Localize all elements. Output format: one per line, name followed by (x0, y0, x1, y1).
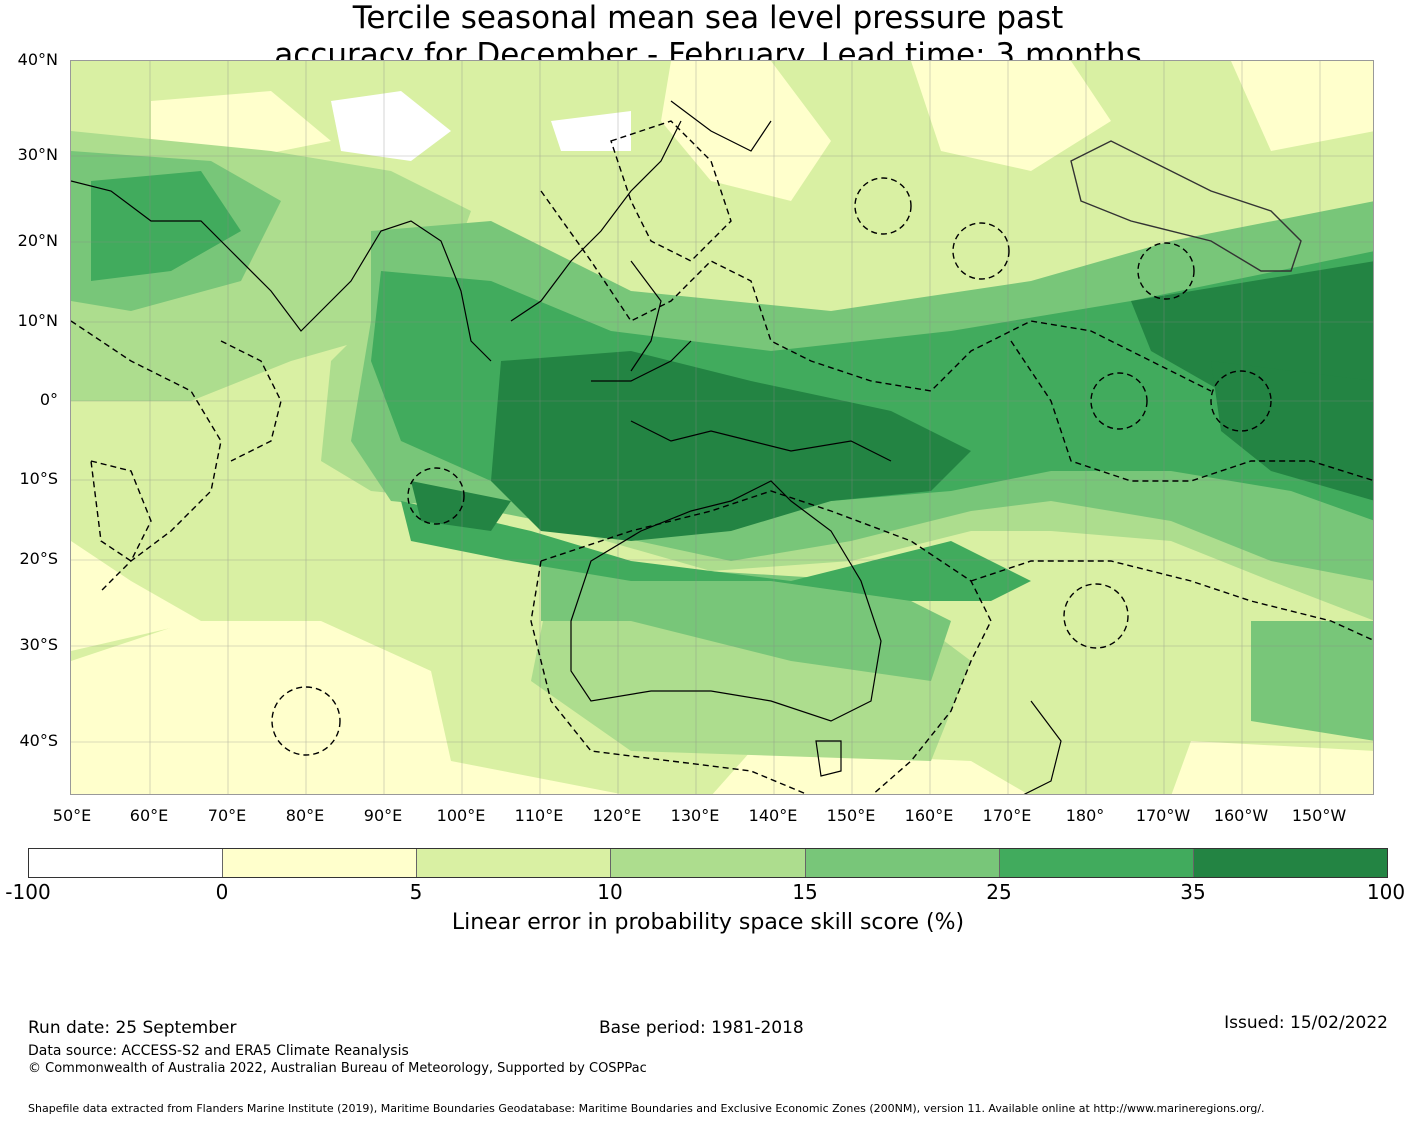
colorbar-tick: 15 (792, 880, 818, 904)
lon-label-170w: 170°W (1135, 806, 1191, 825)
lon-label-100e: 100°E (436, 806, 486, 825)
lon-label-90e: 90°E (363, 806, 403, 825)
data-source: Data source: ACCESS-S2 and ERA5 Climate … (28, 1043, 409, 1059)
map-canvas (71, 61, 1373, 794)
eez-boundaries (71, 120, 1373, 794)
colorbar-swatch (29, 849, 224, 877)
shapefile-credit: Shapefile data extracted from Flanders M… (28, 1102, 1265, 1115)
lon-label-50e: 50°E (52, 806, 92, 825)
base-period: Base period: 1981-2018 (599, 1018, 804, 1038)
lon-label-140e: 140°E (748, 806, 798, 825)
skill-score-map (70, 60, 1374, 795)
lon-label-180: 180° (1065, 806, 1105, 825)
colorbar-swatch (417, 849, 612, 877)
lon-label-160e: 160°E (904, 806, 954, 825)
lon-label-110e: 110°E (514, 806, 564, 825)
colorbar-label: Linear error in probability space skill … (451, 910, 965, 935)
map-title: Tercile seasonal mean sea level pressure… (0, 0, 1416, 74)
issued-date: Issued: 15/02/2022 (1224, 1013, 1388, 1033)
colorbar-swatch (611, 849, 806, 877)
lon-label-150e: 150°E (826, 806, 876, 825)
colorbar-swatch (1193, 849, 1387, 877)
lat-label-10n: 10°N (17, 311, 58, 330)
lon-label-70e: 70°E (207, 806, 247, 825)
lon-label-170e: 170°E (982, 806, 1032, 825)
colorbar-tick: 25 (986, 880, 1012, 904)
lon-label-60e: 60°E (129, 806, 169, 825)
colorbar-tick: 100 (1366, 880, 1406, 904)
lon-label-160w: 160°W (1213, 806, 1269, 825)
colorbar-tick: 10 (597, 880, 623, 904)
colorbar-swatch (999, 849, 1194, 877)
colorbar-tick: -100 (5, 880, 51, 904)
lat-label-eq: 0° (39, 390, 58, 409)
title-line-1: Tercile seasonal mean sea level pressure… (352, 0, 1064, 36)
lat-label-10s: 10°S (19, 469, 58, 488)
colorbar-tick: 35 (1180, 880, 1206, 904)
colorbar-swatch (223, 849, 418, 877)
lon-label-150w: 150°W (1291, 806, 1347, 825)
colorbar-tick: 0 (215, 880, 229, 904)
lat-label-40s: 40°S (19, 731, 58, 750)
coastlines (71, 100, 1062, 794)
lat-label-30n: 30°N (17, 145, 58, 164)
lat-label-20n: 20°N (17, 231, 58, 250)
colorbar-tick: 5 (409, 880, 423, 904)
colorbar (28, 848, 1388, 878)
lon-label-120e: 120°E (592, 806, 642, 825)
lon-label-130e: 130°E (670, 806, 720, 825)
run-date: Run date: 25 September (28, 1018, 237, 1038)
lat-label-40n: 40°N (17, 50, 58, 69)
copyright-notice: © Commonwealth of Australia 2022, Austra… (28, 1061, 647, 1076)
colorbar-swatch (805, 849, 1000, 877)
lat-label-20s: 20°S (19, 549, 58, 568)
lon-label-80e: 80°E (285, 806, 325, 825)
lat-label-30s: 30°S (19, 635, 58, 654)
